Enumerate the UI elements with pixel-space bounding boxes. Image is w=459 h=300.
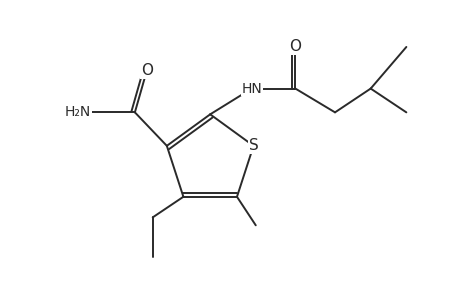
Text: S: S	[248, 138, 258, 153]
Text: O: O	[289, 40, 301, 55]
Text: O: O	[140, 63, 152, 78]
Text: HN: HN	[241, 82, 262, 96]
Text: H₂N: H₂N	[65, 105, 91, 119]
